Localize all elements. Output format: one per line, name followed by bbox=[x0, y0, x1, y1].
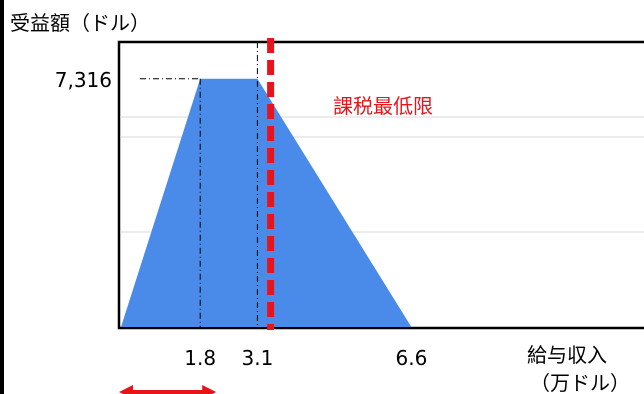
x-tick-label: 3.1 bbox=[241, 346, 273, 370]
x-axis-label-line2: （万ドル） bbox=[530, 371, 630, 394]
x-axis-label-line1: 給与収入 bbox=[527, 343, 607, 367]
x-tick-label: 6.6 bbox=[395, 346, 427, 370]
y-axis-label: 受益額（ドル） bbox=[10, 11, 150, 35]
range-arrow-head-right bbox=[202, 385, 217, 394]
tax-threshold-label: 課税最低限 bbox=[333, 94, 433, 118]
y-tick-label: 7,316 bbox=[55, 68, 112, 92]
range-arrow-head-left bbox=[119, 385, 133, 394]
benefit-area bbox=[121, 78, 412, 328]
range-arrow bbox=[119, 385, 217, 394]
x-tick-label: 1.8 bbox=[184, 346, 216, 370]
guide-lines bbox=[140, 42, 258, 327]
